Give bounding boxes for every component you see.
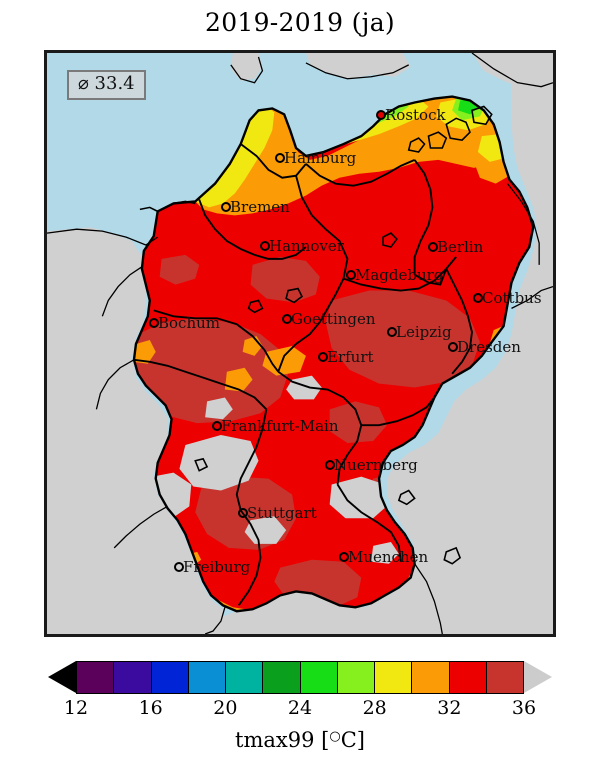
city-dot-icon bbox=[282, 314, 292, 324]
colorbar-axis-label: tmax99 [○C] bbox=[0, 728, 600, 752]
city-label: Bremen bbox=[230, 198, 290, 216]
city-dot-icon bbox=[149, 318, 159, 328]
mean-value-box: ⌀ 33.4 bbox=[67, 70, 146, 100]
colorbar-bands bbox=[76, 661, 524, 694]
colorbar-band-24-26 bbox=[300, 662, 338, 693]
city-label: Goettingen bbox=[291, 310, 376, 328]
city-dot-icon bbox=[238, 508, 248, 518]
city-dot-icon bbox=[212, 421, 222, 431]
colorbar-tick-20: 20 bbox=[213, 697, 238, 719]
city-label: Frankfurt-Main bbox=[221, 417, 339, 435]
city-label: Erfurt bbox=[327, 348, 374, 366]
colorbar-band-32-34 bbox=[449, 662, 487, 693]
colorbar-band-26-28 bbox=[337, 662, 375, 693]
colorbar-band-34-36 bbox=[486, 662, 523, 693]
colorbar-band-20-22 bbox=[226, 662, 264, 693]
colorbar-band-16-18 bbox=[151, 662, 189, 693]
colorbar-band-22-24 bbox=[263, 662, 301, 693]
city-dot-icon bbox=[387, 327, 397, 337]
city-dot-icon bbox=[221, 202, 231, 212]
figure-title: 2019-2019 (ja) bbox=[204, 8, 395, 37]
map-axes[interactable]: ⌀ 33.4 Rostock Hamburg Bremen Hannover Berli… bbox=[44, 50, 556, 637]
city-dot-icon bbox=[376, 110, 386, 120]
coastline bbox=[47, 53, 553, 634]
city-label: Leipzig bbox=[396, 323, 452, 341]
city-dot-icon bbox=[275, 153, 285, 163]
colorbar-under-arrow bbox=[48, 661, 76, 693]
city-dot-icon bbox=[346, 270, 356, 280]
city-dot-icon bbox=[260, 241, 270, 251]
colorbar-tick-labels: 12 16 20 24 28 32 36 bbox=[64, 694, 536, 720]
colorbar-band-18-20 bbox=[188, 662, 226, 693]
colorbar-band-28-30 bbox=[375, 662, 413, 693]
map-field bbox=[47, 53, 553, 634]
city-dot-icon bbox=[428, 242, 438, 252]
city-label: Berlin bbox=[437, 238, 484, 256]
city-label: Freiburg bbox=[183, 558, 251, 576]
city-dot-icon bbox=[318, 352, 328, 362]
city-label: Nuernberg bbox=[334, 456, 418, 474]
city-label: Cottbus bbox=[482, 289, 542, 307]
country-borders bbox=[132, 95, 535, 613]
islands bbox=[139, 105, 493, 565]
city-dot-icon bbox=[339, 552, 349, 562]
city-label: Hannover bbox=[269, 237, 344, 255]
city-label: Bochum bbox=[158, 314, 220, 332]
colorbar-tick-12: 12 bbox=[63, 697, 89, 719]
city-dot-icon bbox=[448, 342, 458, 352]
colorbar-band-14-16 bbox=[114, 662, 152, 693]
colorbar-tick-28: 28 bbox=[362, 697, 387, 719]
foreign-land bbox=[47, 53, 553, 634]
colorbar-tick-24: 24 bbox=[287, 697, 313, 719]
city-dot-icon bbox=[174, 562, 184, 572]
colorbar-tick-36: 36 bbox=[511, 697, 537, 719]
city-label: Dresden bbox=[457, 338, 521, 356]
city-label: Stuttgart bbox=[247, 504, 317, 522]
city-label: Hamburg bbox=[284, 149, 357, 167]
colorbar-band-30-32 bbox=[412, 662, 450, 693]
city-label: Rostock bbox=[385, 106, 446, 124]
city-label: Magdeburg bbox=[355, 266, 444, 284]
city-dot-icon bbox=[473, 293, 483, 303]
city-label: Muenchen bbox=[348, 548, 429, 566]
colorbar-tick-16: 16 bbox=[138, 697, 163, 719]
colorbar-band-12-14 bbox=[77, 662, 115, 693]
colorbar-tick-32: 32 bbox=[437, 697, 462, 719]
colorbar-over-arrow bbox=[524, 661, 552, 693]
city-dot-icon bbox=[325, 460, 335, 470]
colorbar[interactable]: 12 16 20 24 28 32 36 bbox=[48, 661, 552, 719]
colorbar-label-text: tmax99 [○C] bbox=[235, 728, 365, 752]
